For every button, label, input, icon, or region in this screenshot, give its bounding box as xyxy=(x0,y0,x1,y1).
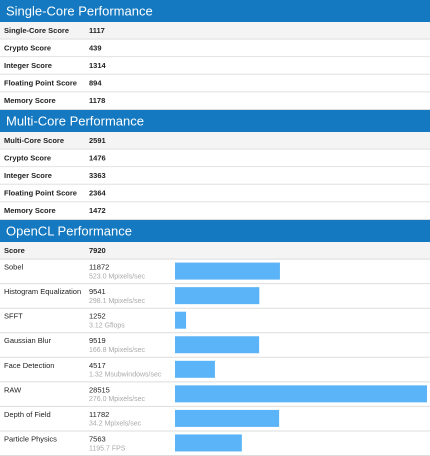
workload-detail: 298.1 Mpixels/sec xyxy=(89,298,146,305)
row-bg xyxy=(0,202,430,220)
workload-score: 7563 xyxy=(89,434,106,443)
row-bg xyxy=(0,92,430,110)
workload-detail: 1.32 Msubwindows/sec xyxy=(89,372,162,379)
row-bg xyxy=(0,242,430,260)
score-bar xyxy=(175,336,260,354)
workload-name: Depth of Field xyxy=(4,410,51,419)
row-bg xyxy=(0,39,430,58)
row-bg xyxy=(0,132,430,150)
row-score: 1314 xyxy=(89,61,107,70)
row-bg xyxy=(0,22,430,40)
workload-score: 1252 xyxy=(89,312,106,321)
score-bar xyxy=(175,360,215,378)
workload-name: Particle Physics xyxy=(4,434,57,443)
row-score: 894 xyxy=(89,79,102,88)
score-bar xyxy=(175,434,242,452)
row-bg xyxy=(0,74,430,93)
row-score: 7920 xyxy=(89,246,106,255)
workload-score: 11782 xyxy=(89,410,109,419)
score-bar xyxy=(175,262,280,280)
row-name: Single-Core Score xyxy=(4,26,69,35)
workload-score: 9519 xyxy=(89,336,106,345)
row-name: Memory Score xyxy=(4,206,56,215)
row-score: 1472 xyxy=(89,206,106,215)
section-title: Single-Core Performance xyxy=(6,3,153,18)
row-score: 1117 xyxy=(89,26,105,35)
workload-name: Gaussian Blur xyxy=(4,336,52,345)
workload-name: Face Detection xyxy=(4,361,54,370)
section-title: OpenCL Performance xyxy=(6,223,132,238)
workload-name: Sobel xyxy=(4,263,24,272)
row-score: 3363 xyxy=(89,171,106,180)
workload-detail: 3.12 Gflops xyxy=(89,323,125,330)
row-bg xyxy=(0,57,430,75)
workload-score: 9541 xyxy=(89,287,106,296)
row-score: 2591 xyxy=(89,136,106,145)
row-name: Score xyxy=(4,246,25,255)
score-bar xyxy=(175,409,280,427)
row-name: Floating Point Score xyxy=(4,189,77,198)
row-bg xyxy=(0,167,430,185)
workload-name: RAW xyxy=(4,385,22,394)
row-name: Floating Point Score xyxy=(4,79,77,88)
row-bg xyxy=(0,184,430,203)
row-score: 1476 xyxy=(89,153,106,162)
row-score: 2364 xyxy=(89,189,107,198)
workload-detail: 1195.7 FPS xyxy=(89,445,126,452)
workload-score: 11872 xyxy=(89,263,109,272)
row-bg xyxy=(0,149,430,168)
score-bar xyxy=(175,385,427,403)
workload-score: 28515 xyxy=(89,385,110,394)
score-bar xyxy=(175,287,260,305)
workload-name: Histogram Equalization xyxy=(4,287,81,296)
row-score: 439 xyxy=(89,43,102,52)
row-name: Memory Score xyxy=(4,96,56,105)
row-name: Crypto Score xyxy=(4,153,51,162)
section-header xyxy=(0,0,430,22)
workload-detail: 34.2 Mpixels/sec xyxy=(89,421,142,428)
section-header xyxy=(0,220,430,242)
workload-detail: 276.0 Mpixels/sec xyxy=(89,396,146,403)
score-bar xyxy=(175,311,187,329)
section-title: Multi-Core Performance xyxy=(6,113,144,128)
workload-detail: 523.0 Mpixels/sec xyxy=(89,273,146,280)
workload-name: SFFT xyxy=(4,312,23,321)
workload-score: 4517 xyxy=(89,361,106,370)
section-header xyxy=(0,110,430,132)
row-name: Integer Score xyxy=(4,171,52,180)
row-name: Crypto Score xyxy=(4,43,51,52)
row-name: Integer Score xyxy=(4,61,52,70)
workload-detail: 166.8 Mpixels/sec xyxy=(89,347,146,354)
row-score: 1178 xyxy=(89,96,105,105)
row-name: Multi-Core Score xyxy=(4,136,64,145)
